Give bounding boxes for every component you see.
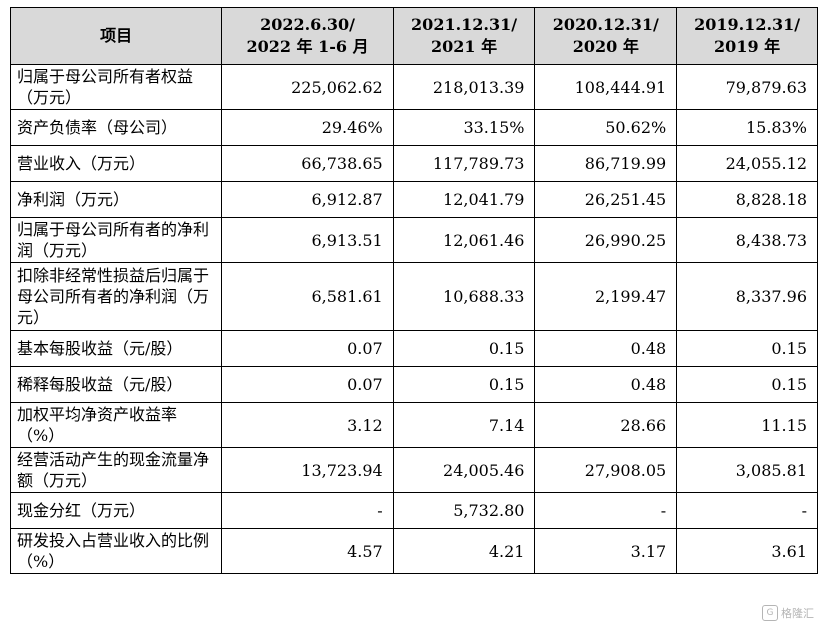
row-label: 归属于母公司所有者权益（万元） [9, 64, 223, 110]
cell-value: 0.07 [221, 366, 394, 403]
table-header-row: 项目 2022.6.30/ 2022 年 1-6 月 2021.12.31/ 2… [9, 7, 818, 65]
table-row: 归属于母公司所有者的净利润（万元） 6,913.51 12,061.46 26,990… [9, 217, 818, 263]
header-2021: 2021.12.31/ 2021 年 [392, 7, 536, 65]
cell-value: - [676, 492, 818, 529]
row-label: 加权平均净资产收益率（%） [9, 402, 223, 448]
cell-value: 117,789.73 [392, 145, 536, 182]
header-2020: 2020.12.31/ 2020 年 [534, 7, 678, 65]
cell-value: 27,908.05 [534, 447, 678, 493]
table-row: 净利润（万元） 6,912.87 12,041.79 26,251.45 8,828.1… [9, 181, 818, 218]
row-label: 营业收入（万元） [9, 145, 223, 182]
cell-value: 3.17 [534, 528, 678, 574]
cell-value: 12,061.46 [392, 217, 536, 263]
cell-value: 0.15 [392, 366, 536, 403]
cell-value: 8,828.18 [676, 181, 818, 218]
cell-value: 6,913.51 [221, 217, 394, 263]
cell-value: 11.15 [676, 402, 818, 448]
table-row: 研发投入占营业收入的比例（%） 4.57 4.21 3.17 3.61 [9, 528, 818, 574]
cell-value: 0.48 [534, 330, 678, 367]
row-label: 归属于母公司所有者的净利润（万元） [9, 217, 223, 263]
financial-table-container: 项目 2022.6.30/ 2022 年 1-6 月 2021.12.31/ 2… [9, 7, 818, 574]
watermark-text: 格隆汇 [781, 607, 814, 620]
table-row: 经营活动产生的现金流量净额（万元） 13,723.94 24,005.46 27,90… [9, 447, 818, 493]
cell-value: 13,723.94 [221, 447, 394, 493]
cell-value: 8,438.73 [676, 217, 818, 263]
table-row: 营业收入（万元） 66,738.65 117,789.73 86,719.99 24,0… [9, 145, 818, 182]
cell-value: 0.15 [676, 330, 818, 367]
table-row: 基本每股收益（元/股） 0.07 0.15 0.48 0.15 [9, 330, 818, 367]
cell-value: 3.12 [221, 402, 394, 448]
cell-value: 5,732.80 [392, 492, 536, 529]
row-label: 现金分红（万元） [9, 492, 223, 529]
cell-value: 4.21 [392, 528, 536, 574]
header-2019: 2019.12.31/ 2019 年 [676, 7, 818, 65]
cell-value: 0.48 [534, 366, 678, 403]
cell-value: 29.46% [221, 109, 394, 146]
watermark: G 格隆汇 [762, 605, 814, 621]
cell-value: 225,062.62 [221, 64, 394, 110]
cell-value: 8,337.96 [676, 262, 818, 331]
row-label: 扣除非经常性损益后归属于母公司所有者的净利润（万元） [9, 262, 223, 331]
cell-value: 26,251.45 [534, 181, 678, 218]
row-label: 研发投入占营业收入的比例（%） [9, 528, 223, 574]
cell-value: 24,005.46 [392, 447, 536, 493]
cell-value: 12,041.79 [392, 181, 536, 218]
cell-value: 7.14 [392, 402, 536, 448]
cell-value: 4.57 [221, 528, 394, 574]
cell-value: 3,085.81 [676, 447, 818, 493]
table-row: 加权平均净资产收益率（%） 3.12 7.14 28.66 11.15 [9, 402, 818, 448]
table-row: 归属于母公司所有者权益（万元） 225,062.62 218,013.39 108,4… [9, 64, 818, 110]
watermark-logo-icon: G [762, 605, 778, 621]
cell-value: 0.15 [392, 330, 536, 367]
cell-value: 33.15% [392, 109, 536, 146]
cell-value: 86,719.99 [534, 145, 678, 182]
cell-value: 6,912.87 [221, 181, 394, 218]
row-label: 基本每股收益（元/股） [9, 330, 223, 367]
cell-value: 79,879.63 [676, 64, 818, 110]
cell-value: 15.83% [676, 109, 818, 146]
cell-value: 26,990.25 [534, 217, 678, 263]
cell-value: 50.62% [534, 109, 678, 146]
cell-value: 108,444.91 [534, 64, 678, 110]
row-label: 净利润（万元） [9, 181, 223, 218]
row-label: 稀释每股收益（元/股） [9, 366, 223, 403]
cell-value: 66,738.65 [221, 145, 394, 182]
cell-value: 2,199.47 [534, 262, 678, 331]
cell-value: 3.61 [676, 528, 818, 574]
cell-value: 24,055.12 [676, 145, 818, 182]
table-row: 资产负债率（母公司） 29.46% 33.15% 50.62% 15.83% [9, 109, 818, 146]
table-row: 现金分红（万元） -5,732.80- - [9, 492, 818, 529]
header-item: 项目 [9, 7, 223, 65]
cell-value: - [221, 492, 394, 529]
table-row: 稀释每股收益（元/股） 0.07 0.15 0.48 0.15 [9, 366, 818, 403]
row-label: 经营活动产生的现金流量净额（万元） [9, 447, 223, 493]
cell-value: 0.15 [676, 366, 818, 403]
cell-value: 28.66 [534, 402, 678, 448]
cell-value: 10,688.33 [392, 262, 536, 331]
table-row: 扣除非经常性损益后归属于母公司所有者的净利润（万元） 6,581.61 10,688… [9, 262, 818, 331]
cell-value: - [534, 492, 678, 529]
financial-summary-table: 项目 2022.6.30/ 2022 年 1-6 月 2021.12.31/ 2… [9, 7, 818, 574]
cell-value: 218,013.39 [392, 64, 536, 110]
header-2022h1: 2022.6.30/ 2022 年 1-6 月 [221, 7, 394, 65]
row-label: 资产负债率（母公司） [9, 109, 223, 146]
cell-value: 6,581.61 [221, 262, 394, 331]
cell-value: 0.07 [221, 330, 394, 367]
